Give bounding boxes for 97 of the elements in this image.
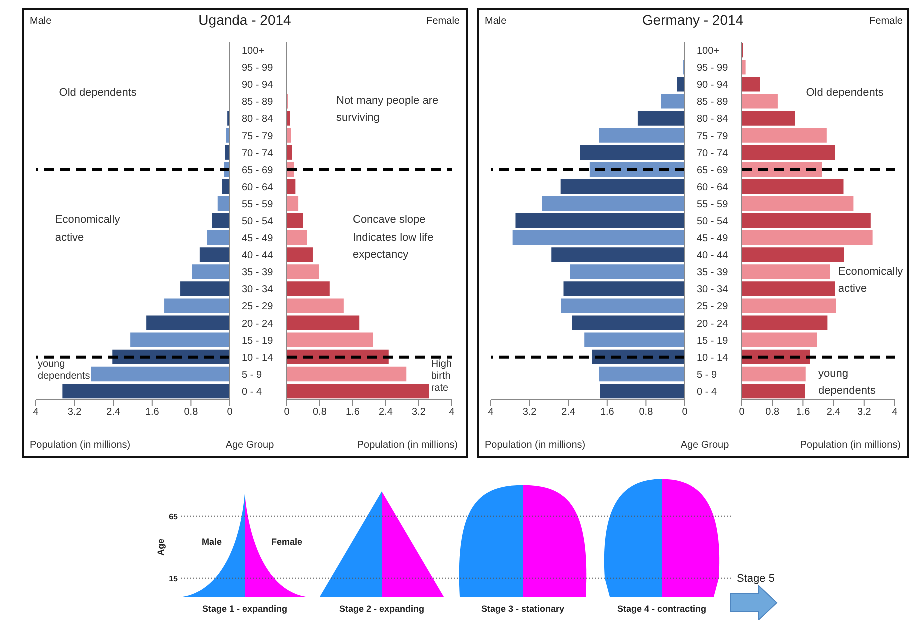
chart-title: Uganda - 2014 <box>198 12 292 28</box>
text: Stage 1 - expanding <box>202 604 288 614</box>
y-tick-label: 65 - 69 <box>242 165 274 176</box>
annotation: Economically active <box>55 213 122 246</box>
x-axis-title: Population (in millions) <box>30 440 131 451</box>
y-tick-label: 55 - 59 <box>242 199 274 210</box>
text: Stage 5 <box>737 573 775 585</box>
x-axis-title: Population (in millions) <box>485 440 586 451</box>
y-tick-label: 90 - 94 <box>697 80 729 92</box>
y-tick-label: 100+ <box>697 46 720 58</box>
y-tick-label: 30 - 34 <box>697 284 729 296</box>
text: Female <box>426 16 460 27</box>
y-tick-label: 65 - 69 <box>697 165 729 176</box>
y-tick-label: 20 - 24 <box>697 318 729 330</box>
y-tick-label: 0 - 4 <box>242 386 262 398</box>
annotation: Not many people are surviving <box>336 94 440 126</box>
y-tick-label: 50 - 54 <box>697 216 729 228</box>
text: Male <box>30 16 52 27</box>
x-axis-title: Population (in millions) <box>800 440 901 451</box>
y-tick-label: 70 - 74 <box>697 148 729 160</box>
annotation: Old dependents <box>806 86 885 101</box>
annotation: High birth rate <box>431 359 453 396</box>
y-tick-label: 10 - 14 <box>697 352 729 364</box>
x-tick-label: 1.6 <box>796 407 811 418</box>
x-tick-label: 0.8 <box>184 407 199 418</box>
text: 15 <box>169 574 179 584</box>
y-tick-label: 30 - 34 <box>242 284 274 296</box>
y-tick-label: 75 - 79 <box>697 131 729 142</box>
text: Male <box>202 537 222 547</box>
x-tick-label: 0 <box>739 407 746 418</box>
text: Stage 2 - expanding <box>339 604 425 614</box>
y-tick-label: 0 - 4 <box>697 386 718 398</box>
y-tick-label: 15 - 19 <box>697 336 729 347</box>
annotation: Old dependents <box>59 86 138 101</box>
y-tick-label: 60 - 64 <box>242 182 274 194</box>
x-tick-label: 4 <box>892 407 898 418</box>
y-tick-label: 95 - 99 <box>242 63 274 74</box>
x-tick-label: 0.8 <box>639 407 654 418</box>
text: Female <box>271 537 303 547</box>
x-axis-title: Population (in millions) <box>357 440 458 451</box>
annotation: Economically active <box>838 264 904 297</box>
x-tick-label: 2.4 <box>106 407 121 418</box>
x-tick-label: 0 <box>227 407 234 418</box>
text: Female <box>870 16 903 27</box>
x-tick-label: 0 <box>284 407 290 418</box>
y-tick-label: 40 - 44 <box>242 250 274 262</box>
y-tick-label: 50 - 54 <box>242 216 274 228</box>
chart-title: Germany - 2014 <box>642 12 744 28</box>
y-tick-label: 55 - 59 <box>697 199 729 210</box>
y-tick-label: 95 - 99 <box>697 63 729 74</box>
y-tick-label: 85 - 89 <box>697 97 729 108</box>
text: Age <box>156 538 166 556</box>
text: Stage 4 - contracting <box>617 604 707 614</box>
y-tick-label: 35 - 39 <box>697 268 729 279</box>
x-tick-label: 1.6 <box>346 407 360 418</box>
x-tick-label: 4 <box>449 407 456 418</box>
x-tick-label: 3.2 <box>857 407 872 418</box>
x-tick-label: 4 <box>33 407 40 418</box>
x-tick-label: 0.8 <box>313 407 328 418</box>
x-tick-label: 1.6 <box>145 407 160 418</box>
y-tick-label: 45 - 49 <box>242 234 274 245</box>
text: Male <box>485 16 507 27</box>
x-tick-label: 2.4 <box>826 407 842 418</box>
y-axis-title: Age Group <box>224 440 276 451</box>
y-axis-title: Age Group <box>680 440 730 451</box>
text: Stage 3 - stationary <box>481 604 565 614</box>
annotation: Concave slope Indicates low life expectancy <box>353 213 435 263</box>
y-tick-label: 80 - 84 <box>242 114 274 126</box>
y-tick-label: 75 - 79 <box>242 131 274 142</box>
y-tick-label: 20 - 24 <box>242 318 274 330</box>
x-tick-label: 1.6 <box>600 407 615 418</box>
y-tick-label: 40 - 44 <box>697 250 729 262</box>
x-tick-label: 0.8 <box>766 407 780 418</box>
annotation: young dependents <box>38 359 92 384</box>
y-tick-label: 80 - 84 <box>697 114 729 126</box>
y-tick-label: 15 - 19 <box>242 336 274 347</box>
x-tick-label: 3.2 <box>522 407 538 418</box>
x-tick-label: 2.4 <box>379 407 394 418</box>
x-tick-label: 4 <box>488 407 494 418</box>
y-tick-label: 90 - 94 <box>242 80 274 92</box>
y-tick-label: 60 - 64 <box>697 182 729 194</box>
y-tick-label: 70 - 74 <box>242 148 274 160</box>
x-tick-label: 2.4 <box>562 407 576 418</box>
x-tick-label: 0 <box>682 407 688 418</box>
x-tick-label: 3.2 <box>412 407 426 418</box>
annotation: young dependents <box>818 366 877 399</box>
y-tick-label: 85 - 89 <box>242 97 274 108</box>
y-tick-label: 25 - 29 <box>242 302 274 313</box>
y-tick-label: 45 - 49 <box>697 234 729 245</box>
y-tick-label: 5 - 9 <box>242 370 262 381</box>
x-tick-label: 3.2 <box>68 407 82 418</box>
y-tick-label: 100+ <box>242 46 265 58</box>
text: 65 <box>169 512 179 522</box>
y-tick-label: 5 - 9 <box>697 370 718 381</box>
y-tick-label: 25 - 29 <box>697 302 729 313</box>
y-tick-label: 10 - 14 <box>242 352 274 364</box>
y-tick-label: 35 - 39 <box>242 268 274 279</box>
